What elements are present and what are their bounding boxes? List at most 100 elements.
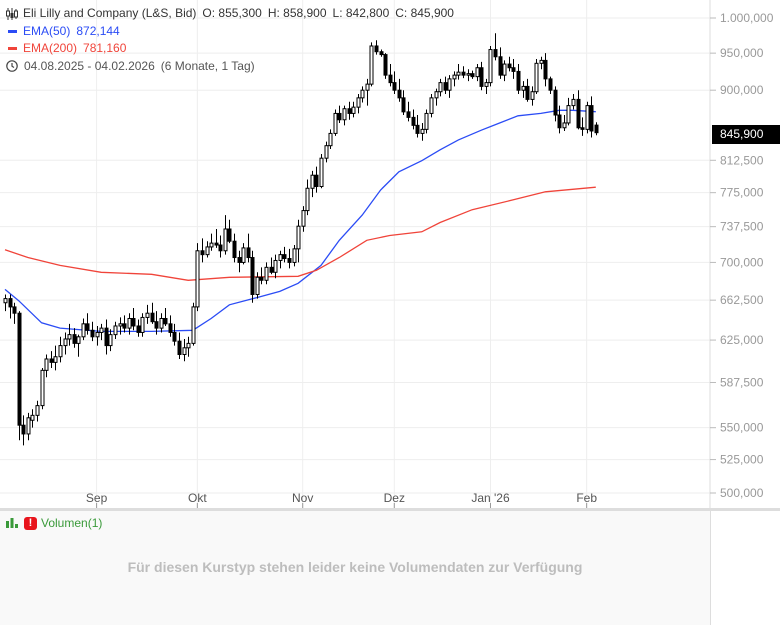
- candle-body-down: [131, 317, 136, 327]
- candle-body-down: [269, 266, 274, 273]
- candle-body-down: [557, 114, 562, 129]
- candle-body-up: [360, 89, 365, 99]
- candle: [502, 60, 507, 82]
- candle: [356, 94, 361, 114]
- candle-body-down: [287, 258, 292, 263]
- candle-body-down: [594, 124, 599, 134]
- candle-body-down: [507, 63, 512, 69]
- candle: [566, 97, 571, 126]
- y-tick-label: 737,500: [720, 220, 764, 234]
- candle: [63, 332, 68, 355]
- y-axis: 1.000,000 950,000 900,000 812,500 775,000 737…: [710, 11, 774, 500]
- y-tick-label: 1.000,000: [720, 11, 774, 25]
- volume-pane: [0, 511, 711, 625]
- candle-body-down: [177, 340, 182, 355]
- ema200-legend[interactable]: EMA(200) 781,160: [6, 40, 454, 58]
- candle: [557, 105, 562, 134]
- candle: [104, 319, 109, 355]
- y-tick-label: 950,000: [720, 46, 764, 60]
- candle-body-down: [493, 49, 498, 58]
- candle-body-up: [35, 405, 40, 416]
- candle-body-down: [136, 325, 141, 333]
- candle-body-up: [127, 317, 132, 329]
- candle-body-up: [264, 266, 269, 281]
- ema50-legend[interactable]: EMA(50) 872,144: [6, 23, 454, 41]
- candle-body-up: [140, 316, 145, 333]
- candle: [438, 78, 443, 97]
- open-value: O: 855,300: [202, 6, 262, 20]
- candle: [159, 313, 164, 333]
- candle-body-down: [543, 59, 548, 80]
- candle-body-down: [443, 82, 448, 91]
- candle: [314, 166, 319, 193]
- candle: [191, 302, 196, 346]
- candle: [360, 86, 365, 103]
- ema50-label: EMA(50): [23, 23, 71, 38]
- candle: [580, 117, 585, 136]
- candle-body-down: [282, 254, 287, 260]
- candle-body-up: [255, 276, 260, 295]
- candle: [475, 64, 480, 82]
- candle: [301, 206, 306, 232]
- pane-separator[interactable]: [0, 508, 780, 511]
- candle-body-down: [553, 89, 558, 116]
- candle: [342, 105, 347, 126]
- candle: [30, 409, 35, 428]
- close-value: C: 845,900: [395, 6, 454, 20]
- candle-body-up: [447, 78, 452, 91]
- candle: [392, 71, 397, 95]
- candle-body-up: [159, 317, 164, 329]
- candle: [576, 90, 581, 130]
- candle-body-up: [328, 132, 333, 147]
- candle-body-up: [296, 225, 301, 250]
- x-tick-label: Jan '26: [471, 491, 510, 505]
- candle-body-down: [168, 323, 173, 333]
- candle: [351, 101, 356, 118]
- candle: [58, 336, 63, 363]
- candle: [209, 233, 214, 251]
- candle: [521, 81, 526, 98]
- candle: [72, 328, 77, 348]
- x-tick-label: Feb: [576, 491, 597, 505]
- y-tick-label: 812,500: [720, 153, 764, 167]
- candle-body-down: [411, 116, 416, 126]
- candle-body-up: [342, 108, 347, 121]
- candle: [255, 272, 260, 299]
- candle-body-down: [214, 242, 219, 246]
- candle: [461, 66, 466, 79]
- exclamation-icon[interactable]: !: [24, 516, 37, 530]
- x-tick-label: Okt: [188, 491, 207, 505]
- candle-body-down: [576, 98, 581, 129]
- candle-body-down: [415, 124, 420, 134]
- candle: [310, 170, 315, 198]
- candle: [241, 243, 246, 265]
- candle: [163, 307, 168, 326]
- candle: [214, 228, 219, 248]
- y-tick-label: 775,000: [720, 186, 764, 200]
- candle: [319, 153, 324, 189]
- candle-body-up: [205, 246, 210, 256]
- low-value: L: 842,800: [332, 6, 390, 20]
- candle-body-up: [484, 82, 489, 87]
- candle-body-up: [186, 342, 191, 349]
- candle-body-down: [379, 51, 384, 56]
- candle-body-down: [479, 67, 484, 87]
- candle-body-up: [456, 71, 461, 76]
- candle-body-up: [53, 356, 58, 363]
- price-chart[interactable]: 1.000,000 950,000 900,000 812,500 775,000 737…: [0, 0, 780, 508]
- candle: [571, 94, 576, 110]
- candle: [466, 69, 471, 82]
- candle: [264, 262, 269, 285]
- date-range-row: 04.08.2025 - 04.02.2026 (6 Monate, 1 Tag…: [6, 58, 454, 76]
- volume-legend: ! Volumen(1): [6, 516, 102, 530]
- ema-lines: [4, 109, 596, 333]
- candle: [218, 235, 223, 258]
- candle-body-up: [310, 174, 315, 189]
- candle: [287, 248, 292, 269]
- bar-chart-icon: [6, 518, 18, 528]
- y-tick-label: 625,000: [720, 333, 764, 347]
- candle-body-down: [498, 56, 503, 76]
- candle-body-up: [223, 228, 228, 252]
- candle: [21, 415, 26, 446]
- candle-body-down: [347, 108, 352, 114]
